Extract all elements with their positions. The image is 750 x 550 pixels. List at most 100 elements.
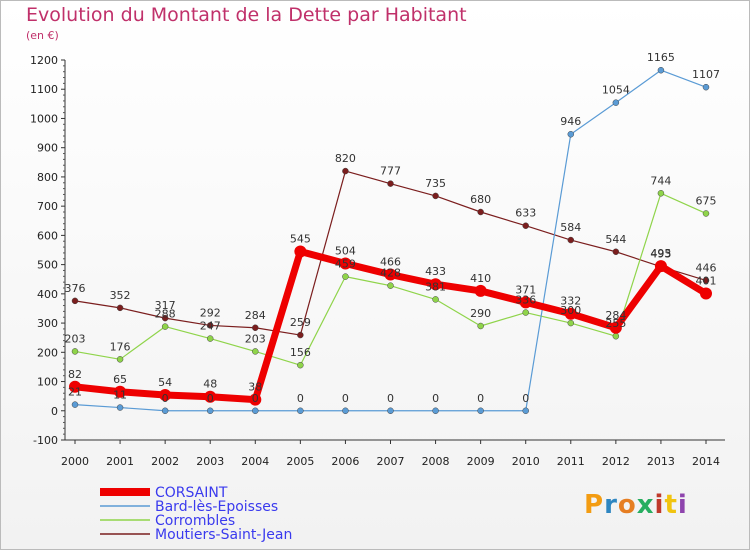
logo-letter: P	[584, 490, 605, 520]
data-label: 410	[470, 272, 491, 285]
data-label: 946	[560, 115, 581, 128]
logo-letter: r	[604, 490, 618, 520]
x-tick-label: 2001	[106, 455, 134, 468]
data-point	[204, 390, 217, 403]
data-label: 352	[110, 289, 131, 302]
data-label: 0	[252, 392, 259, 405]
x-tick-label: 2011	[557, 455, 585, 468]
y-tick-label: 1000	[30, 112, 58, 125]
x-tick-label: 2004	[241, 455, 269, 468]
data-label: 247	[200, 320, 221, 333]
data-point	[161, 407, 169, 415]
data-point	[567, 130, 575, 138]
x-tick-label: 2008	[422, 455, 450, 468]
data-point	[252, 348, 259, 355]
data-label: 466	[380, 256, 401, 269]
data-label: 11	[113, 389, 127, 402]
data-label: 433	[425, 265, 446, 278]
data-label: 544	[605, 233, 626, 246]
data-point	[432, 192, 439, 200]
data-label: 820	[335, 152, 356, 165]
y-tick-label: 500	[37, 259, 58, 272]
data-label: 1165	[647, 51, 675, 64]
data-label: 300	[560, 304, 581, 317]
data-point	[609, 321, 622, 334]
data-label: 493	[650, 248, 671, 261]
data-point	[564, 307, 577, 320]
legend-label: Bard-lès-Epoisses	[155, 499, 278, 515]
legend-label: Corrombles	[155, 513, 235, 529]
data-label: 744	[650, 174, 671, 187]
data-label: 38	[248, 381, 262, 394]
x-tick-label: 2013	[647, 455, 675, 468]
x-tick-label: 2009	[467, 455, 495, 468]
data-point	[429, 278, 442, 291]
x-tick-label: 2000	[61, 455, 89, 468]
data-label: 1107	[692, 68, 720, 81]
data-label: 332	[560, 295, 581, 308]
data-point	[114, 385, 127, 398]
data-label: 0	[207, 392, 214, 405]
proxiti-logo: Proxiti	[584, 490, 688, 520]
y-tick-label: 200	[37, 346, 58, 359]
data-point	[71, 401, 79, 408]
data-label: 446	[696, 261, 717, 274]
data-point	[206, 322, 214, 329]
data-point	[206, 407, 214, 415]
data-point	[612, 248, 620, 256]
data-label: 203	[65, 332, 86, 345]
data-point	[567, 319, 575, 327]
data-point	[387, 282, 394, 289]
data-label: 65	[113, 373, 127, 386]
x-tick-label: 2010	[512, 455, 540, 468]
data-point	[654, 260, 667, 273]
y-tick-label: -100	[33, 434, 58, 447]
data-label: 203	[245, 332, 266, 345]
x-tick-label: 2012	[602, 455, 630, 468]
data-label: 401	[696, 275, 717, 288]
data-point	[206, 335, 214, 342]
y-tick-label: 600	[37, 229, 58, 242]
logo-letter: o	[617, 490, 637, 520]
data-point	[297, 361, 304, 369]
data-label: 284	[245, 309, 266, 322]
y-tick-label: 400	[37, 288, 58, 301]
chart-subtitle: (en €)	[26, 29, 59, 42]
data-point	[657, 190, 665, 197]
y-tick-label: 800	[37, 171, 58, 184]
data-label: 504	[335, 244, 356, 257]
data-label: 633	[515, 207, 536, 220]
logo-letter: x	[636, 490, 655, 520]
data-point	[297, 407, 304, 415]
data-point	[702, 83, 710, 91]
data-label: 495	[650, 247, 671, 260]
data-label: 777	[380, 165, 401, 178]
data-point	[161, 314, 169, 322]
data-label: 284	[605, 309, 626, 322]
data-point	[297, 331, 304, 339]
data-label: 428	[380, 267, 401, 280]
data-label: 336	[515, 294, 536, 307]
data-label: 288	[155, 308, 176, 321]
y-tick-label: 100	[37, 376, 58, 389]
data-label: 176	[110, 340, 131, 353]
data-point	[159, 388, 172, 401]
data-point	[161, 323, 169, 330]
data-label: 0	[387, 392, 394, 405]
data-point	[522, 222, 529, 229]
data-point	[567, 236, 575, 244]
data-point	[477, 322, 484, 330]
data-point	[612, 332, 620, 340]
legend-label: Moutiers-Saint-Jean	[155, 527, 292, 543]
data-label: 735	[425, 177, 446, 190]
data-label: 82	[68, 368, 82, 381]
data-point	[342, 273, 349, 280]
data-point	[116, 356, 124, 363]
data-point	[387, 180, 394, 187]
data-label: 0	[432, 392, 439, 405]
data-point	[116, 304, 124, 312]
data-label: 48	[203, 378, 217, 391]
data-point	[252, 324, 259, 332]
